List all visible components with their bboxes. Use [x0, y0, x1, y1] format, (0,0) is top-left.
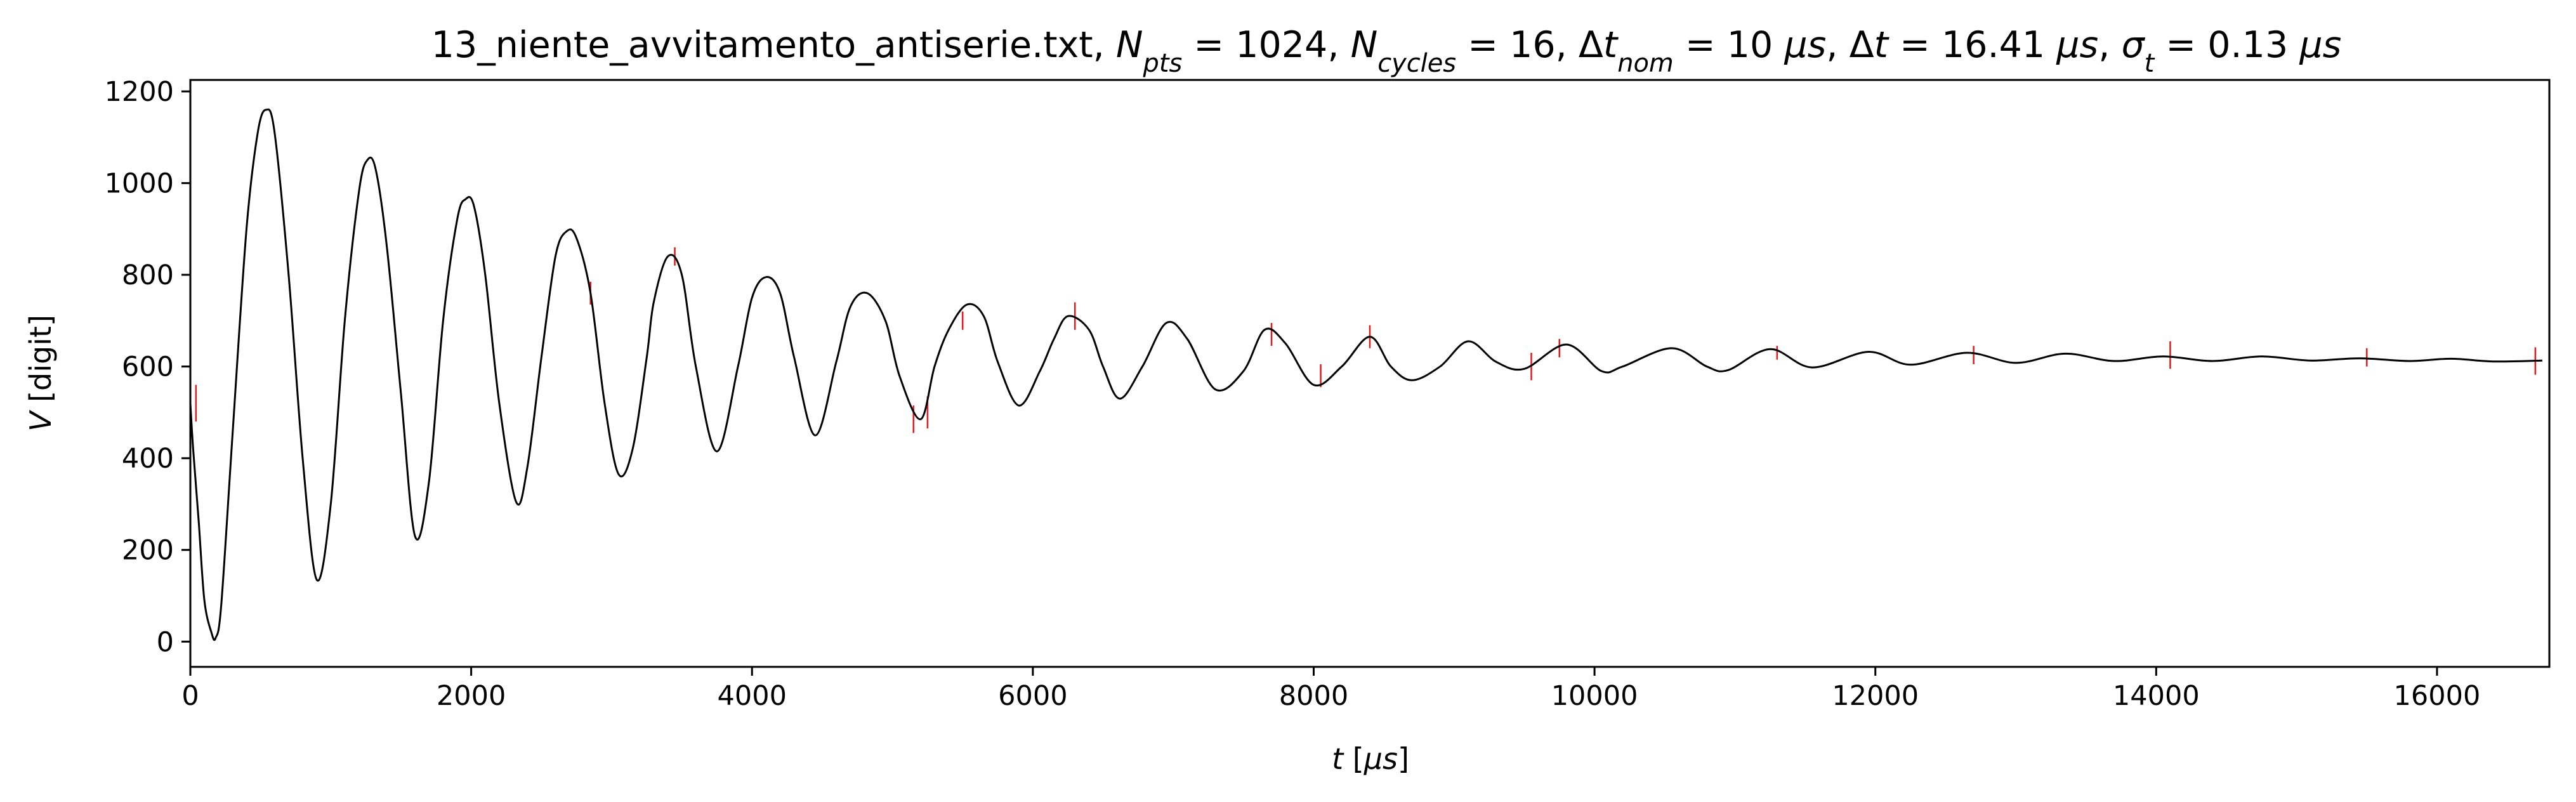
title-parts-part: = 10 [1674, 24, 1785, 66]
title-parts-part: t [1603, 24, 1619, 66]
chart-title: 13_niente_avvitamento_antiserie.txt, Npt… [431, 24, 2342, 78]
y-axis: 0 200 400 600 800 1000 1200 [105, 76, 190, 658]
plot-area [190, 108, 2542, 641]
y-tick-label: 1000 [105, 168, 174, 200]
x-tick-label: 14000 [2113, 680, 2200, 712]
title-parts-part: , [2098, 24, 2121, 66]
x-tick-label: 6000 [998, 680, 1067, 712]
plot-frame [189, 79, 2551, 668]
title-parts-part: t [2145, 49, 2155, 78]
xlabel-parts-part: [ [1343, 742, 1364, 776]
title-parts-part: nom [1617, 49, 1674, 78]
title-parts-part: μs [2056, 24, 2098, 66]
title-parts-part: μs [2299, 24, 2341, 66]
y-tick-label: 0 [157, 626, 174, 658]
x-tick-label: 12000 [1832, 680, 1919, 712]
title-parts-part: = 1024, [1182, 24, 1350, 66]
title-parts-part: N [1116, 24, 1143, 66]
title-parts-part: , Δ [1826, 24, 1874, 66]
title-parts-part: cycles [1377, 49, 1456, 78]
y-axis-label: V [digit] [23, 315, 58, 431]
y-tick-label: 200 [122, 535, 174, 567]
title-parts-part: N [1351, 24, 1378, 66]
x-tick-label: 0 [181, 680, 199, 712]
title-parts-part: σ [2122, 24, 2146, 66]
y-tick-label: 800 [122, 260, 174, 291]
title-parts-part: = 16, Δ [1456, 24, 1603, 66]
fit-line [190, 108, 2542, 641]
xlabel-parts-part: ] [1398, 742, 1409, 776]
ylabel-parts-part: [digit] [23, 315, 58, 412]
x-axis: 0 2000 4000 6000 8000 10000 12000 14000 16000 [181, 667, 2480, 712]
title-parts-part: μs [1784, 24, 1826, 66]
x-axis-label: t [μs] [1332, 742, 1409, 776]
title-parts-part: pts [1143, 49, 1183, 78]
series-group [190, 108, 2542, 641]
y-tick-label: 600 [122, 352, 174, 383]
xlabel-parts-part: t [1332, 742, 1344, 776]
x-tick-label: 8000 [1279, 680, 1348, 712]
title-parts-part: = 16.41 [1888, 24, 2056, 66]
x-tick-label: 2000 [437, 680, 506, 712]
title-parts-part: = 0.13 [2154, 24, 2299, 66]
ylabel-parts-part: V [23, 409, 58, 431]
x-tick-label: 16000 [2394, 680, 2481, 712]
title-parts-part: t [1874, 24, 1890, 66]
title-parts-part: 13_niente_avvitamento_antiserie.txt, [431, 24, 1116, 66]
y-tick-label: 400 [122, 443, 174, 475]
x-tick-label: 10000 [1551, 680, 1638, 712]
xlabel-parts-part: μs [1364, 742, 1398, 776]
y-tick-label: 1200 [105, 76, 174, 108]
x-tick-label: 4000 [718, 680, 787, 712]
